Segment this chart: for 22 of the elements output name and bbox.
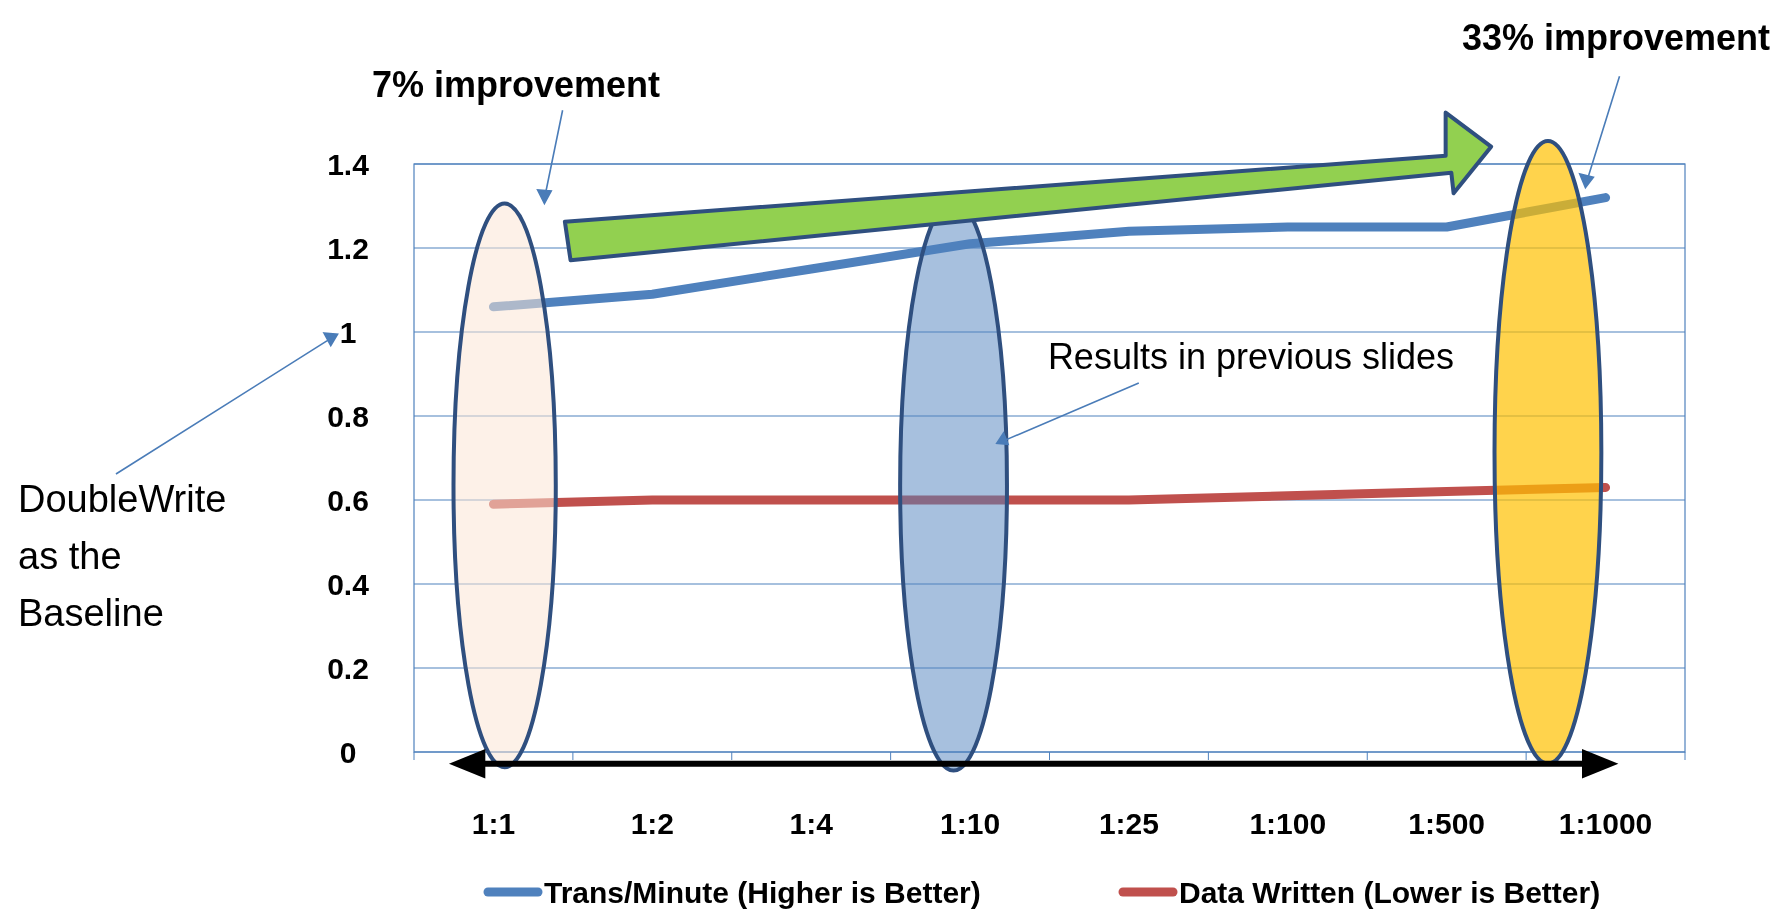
legend-label: Data Written (Lower is Better) — [1179, 875, 1601, 909]
x-tick-label: 1:4 — [789, 807, 834, 840]
annotation: Results in previous slides — [1047, 336, 1455, 378]
y-tick-label: 0.8 — [327, 399, 369, 433]
x-tick-label: 1:10 — [940, 807, 1001, 840]
y-tick-label: 0.2 — [327, 651, 369, 685]
y-tick-label: 1.2 — [327, 231, 369, 265]
x-tick-label: 1:25 — [1098, 807, 1159, 840]
x-tick-label: 1:2 — [630, 807, 674, 840]
text: DoubleWrite as the Baseline — [18, 477, 228, 636]
y-tick-label: 1.4 — [327, 147, 370, 181]
y-tick-label: 1 — [339, 315, 357, 349]
x-tick-label: 1:1000 — [1558, 807, 1653, 840]
y-tick-label: 0.4 — [327, 567, 370, 601]
x-tick-label: 1:1 — [471, 807, 516, 840]
x-tick-label: 1:100 — [1249, 807, 1327, 840]
y-tick-label: 0.6 — [327, 483, 369, 517]
legend-label: Trans/Minute (Higher is Better) — [544, 875, 981, 909]
text: 7% improvement — [371, 63, 661, 105]
text: 33% improvement — [1461, 17, 1771, 59]
x-tick-label: 1:500 — [1408, 807, 1486, 840]
y-tick-label: 0 — [339, 735, 357, 769]
